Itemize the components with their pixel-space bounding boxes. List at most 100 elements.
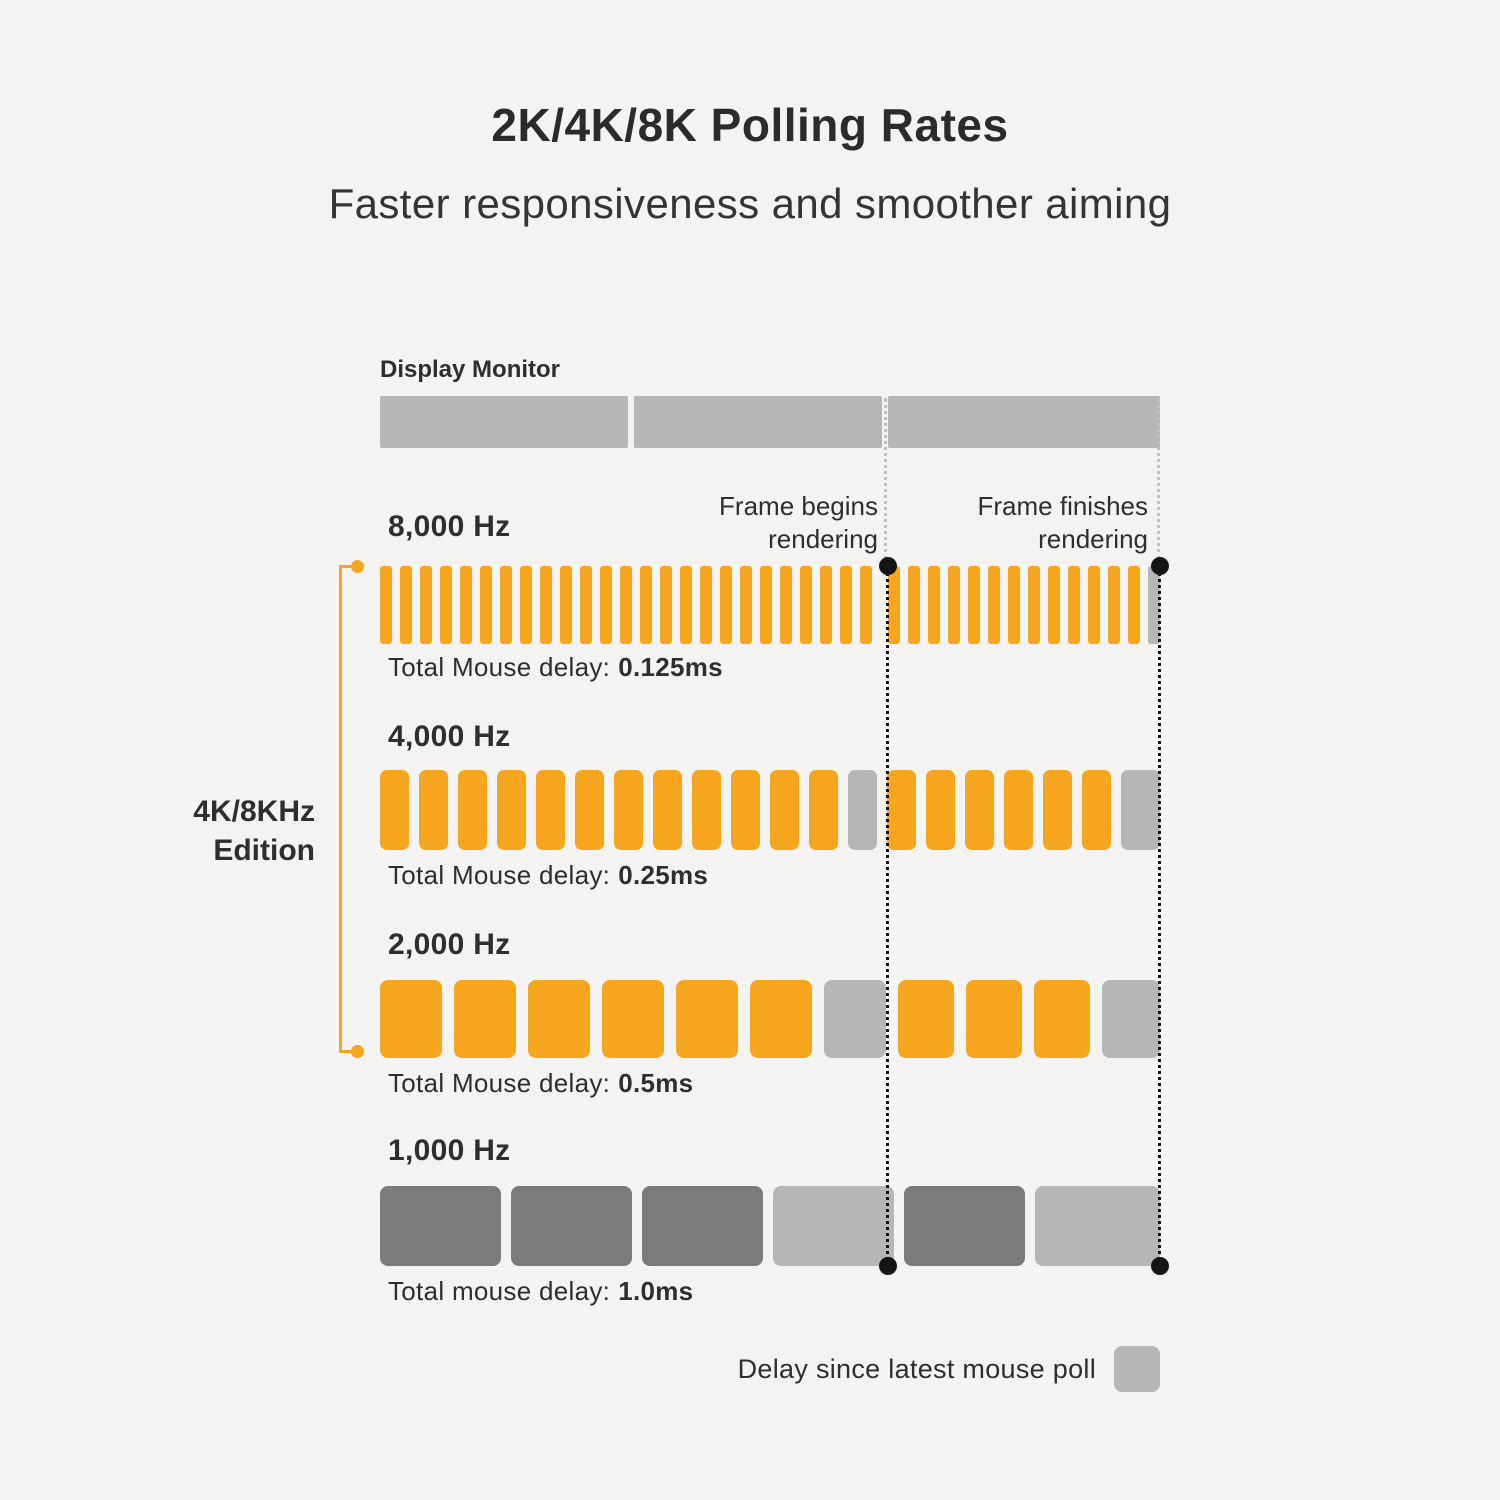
poll-interval-bar <box>500 566 512 644</box>
frame-finishes-label: Frame finishes rendering <box>918 490 1149 557</box>
frame-finishes-line2: rendering <box>1038 524 1148 555</box>
poll-interval-bar <box>653 770 682 850</box>
poll-interval-bar <box>440 566 452 644</box>
frame-finish-marker-line <box>1158 566 1161 1266</box>
poll-interval-bar <box>770 770 799 850</box>
poll-interval-bar <box>948 566 960 644</box>
row-delay-4000hz: Total Mouse delay: 0.25ms <box>388 860 708 891</box>
delay-label: Total mouse delay: <box>388 1276 611 1306</box>
edition-label: 4K/8KHz Edition <box>100 792 315 870</box>
delay-label: Total Mouse delay: <box>388 652 611 682</box>
poll-interval-bar <box>988 566 1000 644</box>
poll-interval-bar <box>460 566 472 644</box>
edition-line2: Edition <box>213 834 315 867</box>
poll-interval-bar <box>660 566 672 644</box>
poll-interval-bar <box>480 566 492 644</box>
legend-label: Delay since latest mouse poll <box>737 1353 1096 1384</box>
row-bars-1000hz <box>380 1186 1160 1266</box>
poll-interval-bar <box>720 566 732 644</box>
poll-interval-bar <box>1048 566 1060 644</box>
poll-interval-bar <box>700 566 712 644</box>
poll-interval-bar <box>904 1186 1025 1266</box>
poll-interval-bar <box>1008 566 1020 644</box>
poll-interval-bar <box>800 566 812 644</box>
poll-interval-bar <box>676 980 738 1058</box>
poll-interval-bar <box>824 980 886 1058</box>
display-monitor-bar <box>380 396 1160 448</box>
row-bars-2000hz <box>380 980 1160 1058</box>
poll-interval-bar <box>536 770 565 850</box>
edition-line1: 4K/8KHz <box>193 795 315 828</box>
row-label-8000hz: 8,000 Hz <box>388 510 511 543</box>
poll-interval-bar <box>614 770 643 850</box>
poll-interval-bar <box>908 566 920 644</box>
frame-begins-line2: rendering <box>768 524 878 555</box>
delay-value: 0.25ms <box>618 860 709 890</box>
poll-interval-bar <box>380 770 409 850</box>
frame-begin-guide-line <box>884 398 887 560</box>
row-bars-4000hz <box>380 770 1160 850</box>
delay-value: 0.125ms <box>618 652 723 682</box>
poll-interval-bar <box>580 566 592 644</box>
poll-interval-bar <box>731 770 760 850</box>
poll-interval-bar <box>966 980 1022 1058</box>
poll-interval-bar <box>860 566 872 644</box>
poll-interval-bar <box>965 770 994 850</box>
page-subtitle: Faster responsiveness and smoother aimin… <box>328 180 1172 227</box>
poll-interval-bar <box>520 566 532 644</box>
poll-interval-bar <box>760 566 772 644</box>
poll-interval-bar <box>1121 770 1160 850</box>
poll-interval-bar <box>575 770 604 850</box>
poll-interval-bar <box>888 566 900 644</box>
poll-interval-bar <box>780 566 792 644</box>
poll-interval-bar <box>1082 770 1111 850</box>
poll-interval-bar <box>750 980 812 1058</box>
edition-bracket-dot <box>351 560 364 573</box>
frame-begins-label: Frame begins rendering <box>648 490 878 557</box>
poll-interval-bar <box>1035 1186 1160 1266</box>
poll-interval-bar <box>380 980 442 1058</box>
frame-begins-line1: Frame begins <box>719 491 878 521</box>
poll-interval-bar <box>1043 770 1072 850</box>
poll-interval-bar <box>840 566 852 644</box>
poll-interval-bar <box>420 566 432 644</box>
poll-interval-bar <box>926 770 955 850</box>
poll-interval-bar <box>848 770 877 850</box>
poll-interval-bar <box>400 566 412 644</box>
poll-interval-bar <box>680 566 692 644</box>
delay-value: 1.0ms <box>618 1276 694 1306</box>
poll-interval-bar <box>1148 566 1160 644</box>
poll-interval-bar <box>887 770 916 850</box>
frame-finish-guide-line <box>1157 398 1160 560</box>
poll-interval-bar <box>620 566 632 644</box>
poll-interval-bar <box>809 770 838 850</box>
poll-interval-bar <box>1088 566 1100 644</box>
marker-dot <box>1151 557 1169 575</box>
poll-interval-bar <box>602 980 664 1058</box>
poll-interval-bar <box>1034 980 1090 1058</box>
poll-interval-bar <box>380 1186 501 1266</box>
poll-interval-bar <box>511 1186 632 1266</box>
poll-interval-bar <box>740 566 752 644</box>
marker-dot <box>879 1257 897 1275</box>
delay-label: Total Mouse delay: <box>388 1068 611 1098</box>
poll-interval-bar <box>600 566 612 644</box>
legend-swatch-gray <box>1114 1346 1160 1392</box>
monitor-frame-segment <box>380 396 628 448</box>
monitor-frame-segment <box>634 396 882 448</box>
poll-interval-bar <box>1128 566 1140 644</box>
edition-bracket-tick-top <box>339 565 357 568</box>
delay-label: Total Mouse delay: <box>388 860 611 890</box>
frame-begin-marker-line <box>886 566 889 1266</box>
row-label-4000hz: 4,000 Hz <box>388 720 511 753</box>
edition-bracket-tick-bottom <box>339 1050 357 1053</box>
poll-interval-bar <box>1068 566 1080 644</box>
poll-interval-bar <box>458 770 487 850</box>
frame-finishes-line1: Frame finishes <box>977 491 1149 521</box>
poll-interval-bar <box>640 566 652 644</box>
poll-interval-bar <box>928 566 940 644</box>
poll-interval-bar <box>1004 770 1033 850</box>
row-label-2000hz: 2,000 Hz <box>388 928 511 961</box>
poll-interval-bar <box>540 566 552 644</box>
